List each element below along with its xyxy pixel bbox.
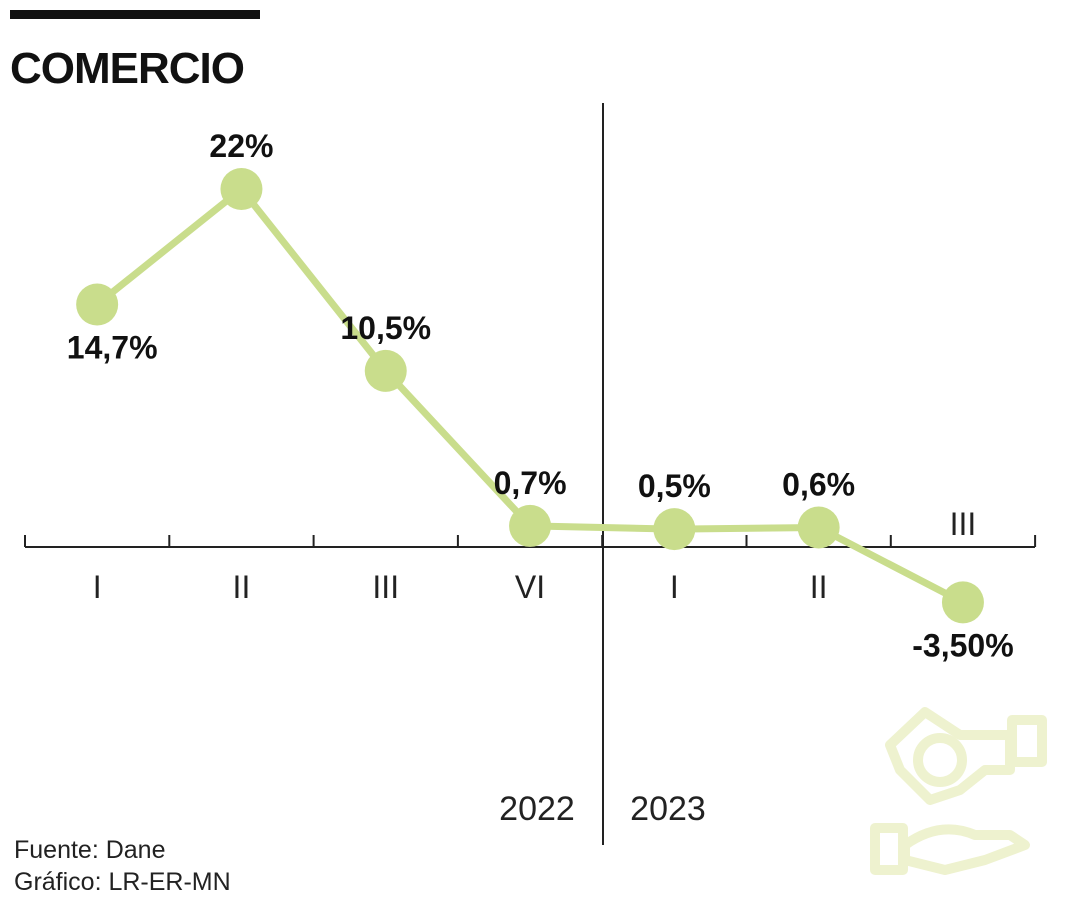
data-point-1 [220,168,263,210]
data-point-4 [653,508,696,551]
x-tick-label-0: I [93,569,102,605]
x-tick-label-4: I [670,569,679,605]
chart-title: COMERCIO [10,44,244,93]
data-label-3: 0,7% [494,465,567,501]
year-label-2023: 2023 [630,790,706,828]
data-point-5 [797,506,840,549]
title-bar [10,10,260,19]
data-label-0: 14,7% [67,329,158,365]
data-point-6 [941,581,984,624]
credit-note: Gráfico: LR-ER-MN [14,868,231,896]
x-tick-label-3: VI [515,569,545,605]
data-label-5: 0,6% [782,467,855,503]
data-label-1: 22% [209,128,273,164]
x-tick-label-1: II [233,569,251,605]
data-point-3 [509,504,552,547]
source-note: Fuente: Dane [14,836,166,864]
x-tick-label-5: II [810,569,828,605]
data-points [76,168,984,624]
year-label-2022: 2022 [499,790,575,828]
data-label-6: -3,50% [912,627,1013,663]
data-labels: 14,7% 22% 10,5% 0,7% 0,5% 0,6% -3,50% [67,128,1014,663]
data-label-4: 0,5% [638,468,711,504]
data-point-0 [76,283,119,326]
x-axis-ticks [24,535,1037,547]
x-tick-label-2: III [372,569,399,605]
data-point-2 [364,349,407,392]
hands-money-icon [870,707,1047,875]
data-label-2: 10,5% [340,310,431,346]
x-tick-label-6: III [950,506,977,542]
